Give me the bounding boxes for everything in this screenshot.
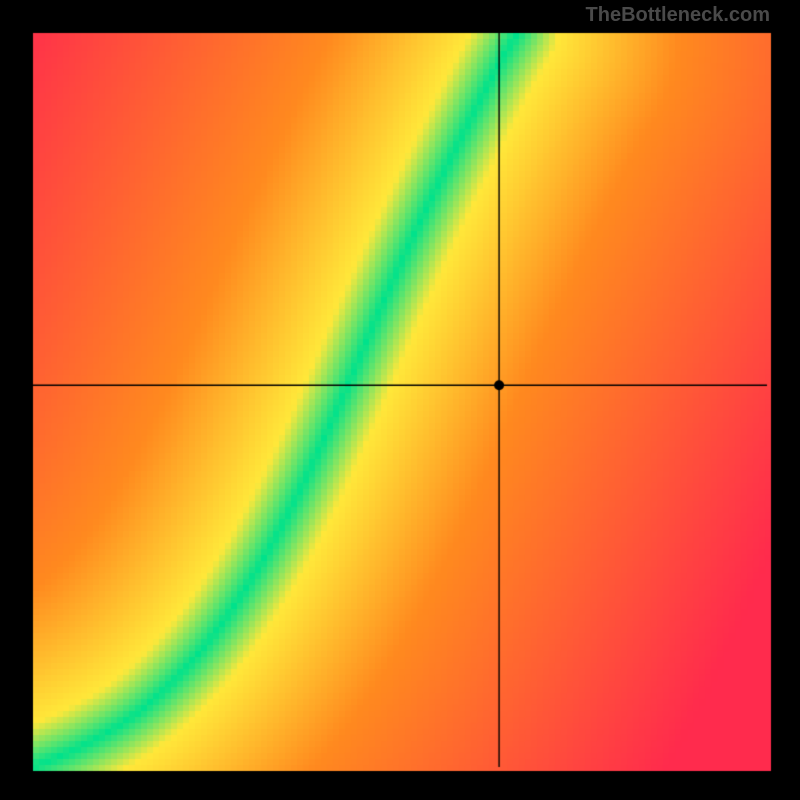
chart-container: TheBottleneck.com bbox=[0, 0, 800, 800]
heatmap-canvas bbox=[0, 0, 800, 800]
attribution-label: TheBottleneck.com bbox=[586, 4, 770, 27]
